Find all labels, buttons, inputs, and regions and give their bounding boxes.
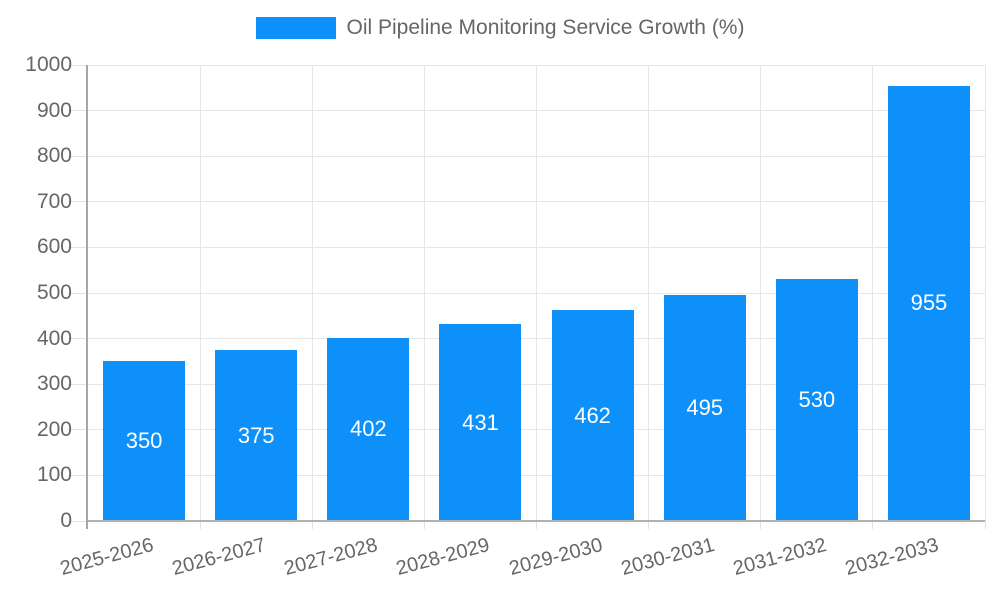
x-tick-mark <box>423 521 425 529</box>
y-tick-mark <box>68 429 88 431</box>
y-tick-label: 400 <box>36 326 72 350</box>
bar-value-label: 462 <box>574 402 611 428</box>
x-tick-mark <box>648 521 650 529</box>
x-gridline <box>648 65 650 521</box>
y-tick-label: 0 <box>60 509 72 532</box>
bar-value-label: 375 <box>237 422 275 448</box>
y-axis-line <box>86 65 88 529</box>
x-gridline <box>199 65 201 521</box>
bar-value-label: 955 <box>910 290 948 316</box>
bar[interactable]: 402 <box>327 337 410 521</box>
y-tick-label: 600 <box>36 235 72 259</box>
bar[interactable]: 955 <box>887 85 970 521</box>
x-gridline <box>311 65 313 521</box>
x-tick-mark <box>984 521 986 529</box>
y-tick-mark <box>68 64 88 66</box>
bar-value-label: 495 <box>686 395 724 421</box>
y-tick-label: 500 <box>36 281 72 304</box>
bar-value-label: 530 <box>798 387 836 413</box>
bar[interactable]: 530 <box>775 279 858 521</box>
x-tick-mark <box>536 521 537 529</box>
y-tick-label: 300 <box>36 372 72 396</box>
bar-value-label: 402 <box>349 416 387 442</box>
y-tick-mark <box>68 155 88 157</box>
x-axis-line <box>86 520 985 522</box>
y-tick-label: 700 <box>36 189 72 213</box>
bar[interactable]: 462 <box>551 310 634 521</box>
bar-value-label: 431 <box>462 409 499 435</box>
x-tick-mark <box>311 521 313 529</box>
x-gridline <box>872 65 874 521</box>
legend-label: Oil Pipeline Monitoring Service Growth (… <box>346 16 745 39</box>
y-tick-mark <box>68 246 88 248</box>
bar[interactable]: 431 <box>439 324 522 521</box>
y-tick-mark <box>68 474 88 476</box>
y-tick-mark <box>68 520 88 522</box>
y-tick-label: 900 <box>36 98 72 122</box>
y-tick-mark <box>68 201 88 203</box>
y-tick-mark <box>68 110 88 112</box>
legend-item[interactable]: Oil Pipeline Monitoring Service Growth (… <box>0 16 1000 40</box>
y-tick-mark <box>68 338 88 340</box>
y-tick-label: 200 <box>36 417 72 441</box>
x-tick-mark <box>199 521 201 529</box>
y-tick-mark <box>68 383 88 385</box>
bar-value-label: 350 <box>125 428 163 454</box>
bar[interactable]: 495 <box>663 295 746 521</box>
y-tick-label: 1000 <box>25 53 72 76</box>
x-gridline <box>984 65 986 521</box>
x-gridline <box>536 65 537 521</box>
x-gridline <box>423 65 425 521</box>
x-gridline <box>760 65 762 521</box>
plot-area: 0 100 200 300 400 500 600 700 800 900 1000 350 2025-… <box>25 53 986 580</box>
legend-swatch-icon <box>255 17 336 39</box>
y-tick-label: 800 <box>36 144 72 168</box>
x-tick-mark <box>760 521 762 529</box>
y-tick-mark <box>68 292 88 294</box>
y-tick-label: 100 <box>36 463 72 487</box>
bar[interactable]: 375 <box>215 350 298 521</box>
x-tick-mark <box>872 521 874 529</box>
bar[interactable]: 350 <box>103 361 186 521</box>
